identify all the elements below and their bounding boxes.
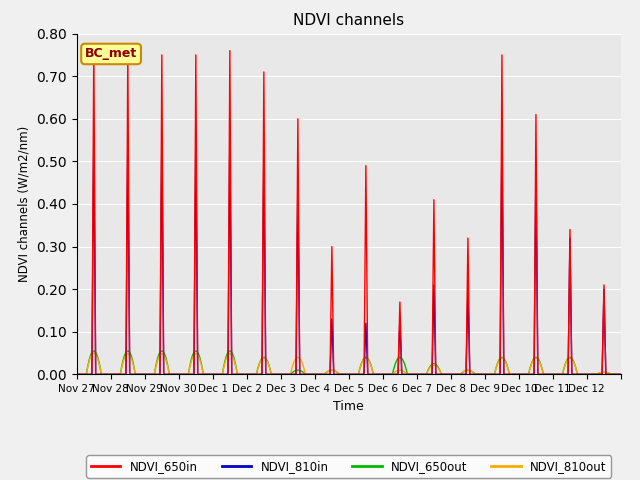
NDVI_650out: [90, 348, 98, 354]
NDVI_810out: [73, 372, 81, 377]
NDVI_810in: [90, 129, 98, 134]
NDVI_810in: [501, 372, 509, 377]
NDVI_650out: [501, 358, 509, 363]
Line: NDVI_650in: NDVI_650in: [77, 47, 621, 374]
NDVI_810out: [617, 372, 625, 377]
NDVI_650in: [467, 372, 474, 377]
NDVI_650out: [534, 356, 541, 361]
Legend: NDVI_650in, NDVI_810in, NDVI_650out, NDVI_810out: NDVI_650in, NDVI_810in, NDVI_650out, NDV…: [86, 455, 611, 478]
NDVI_650out: [73, 372, 81, 377]
NDVI_650in: [617, 372, 625, 377]
Y-axis label: NDVI channels (W/m2/nm): NDVI channels (W/m2/nm): [18, 126, 31, 282]
NDVI_650in: [611, 372, 619, 377]
NDVI_810out: [501, 359, 509, 364]
NDVI_810out: [611, 372, 619, 377]
NDVI_650out: [467, 368, 474, 373]
NDVI_650out: [184, 372, 192, 377]
NDVI_810out: [184, 372, 192, 377]
NDVI_810in: [467, 372, 474, 377]
NDVI_650in: [419, 372, 426, 377]
NDVI_810out: [90, 350, 98, 356]
NDVI_650out: [617, 372, 625, 377]
X-axis label: Time: Time: [333, 400, 364, 413]
NDVI_810in: [617, 372, 625, 377]
Text: BC_met: BC_met: [85, 48, 137, 60]
Line: NDVI_810in: NDVI_810in: [77, 132, 621, 374]
NDVI_810in: [611, 372, 619, 377]
NDVI_810in: [73, 372, 81, 377]
NDVI_650in: [534, 372, 541, 377]
NDVI_810in: [534, 372, 541, 377]
NDVI_650in: [90, 44, 98, 49]
Line: NDVI_650out: NDVI_650out: [77, 351, 621, 374]
NDVI_810out: [419, 372, 426, 377]
NDVI_810in: [184, 372, 192, 377]
NDVI_810in: [419, 372, 426, 377]
NDVI_650in: [73, 372, 81, 377]
NDVI_650out: [419, 372, 426, 377]
NDVI_650in: [184, 372, 192, 377]
NDVI_650in: [501, 372, 509, 377]
Title: NDVI channels: NDVI channels: [293, 13, 404, 28]
NDVI_810out: [534, 356, 541, 362]
NDVI_650out: [611, 372, 619, 377]
NDVI_810out: [467, 368, 474, 373]
Line: NDVI_810out: NDVI_810out: [77, 353, 621, 374]
